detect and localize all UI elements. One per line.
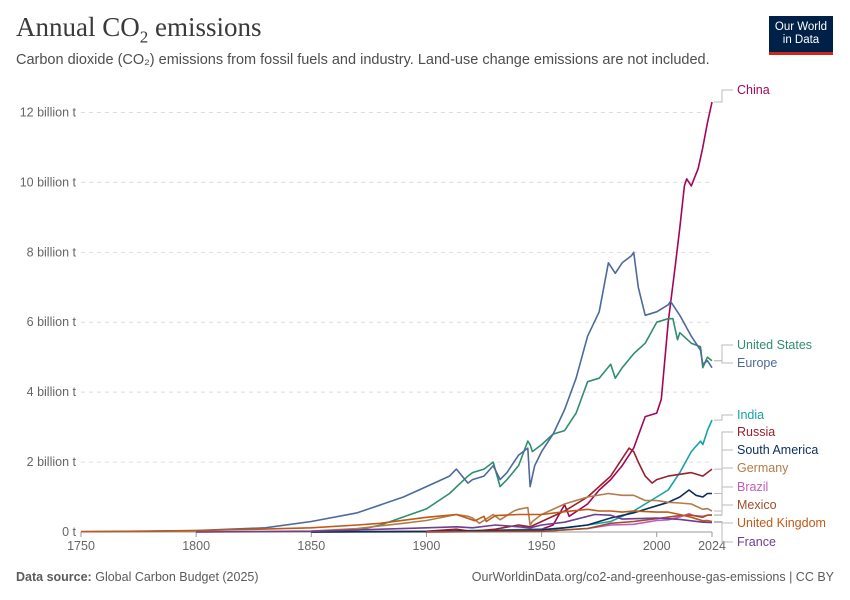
y-tick-label: 2 billion t [27, 455, 77, 469]
series-label-united-states[interactable]: United States [737, 338, 812, 352]
x-tick-label: 1950 [528, 539, 556, 553]
series-label-france[interactable]: France [737, 535, 776, 549]
series-label-china[interactable]: China [737, 83, 770, 97]
x-tick-label: 1750 [67, 539, 95, 553]
series-line-china[interactable] [426, 101, 713, 533]
data-source-value[interactable]: Global Carbon Budget (2025) [95, 570, 259, 584]
series-line-europe[interactable] [80, 251, 713, 533]
logo-line2: in Data [782, 34, 820, 46]
series-label-united-kingdom[interactable]: United Kingdom [737, 516, 826, 530]
x-tick-label: 1900 [413, 539, 441, 553]
x-tick-label: 2000 [643, 539, 671, 553]
y-tick-label: 8 billion t [27, 245, 77, 259]
series-label-europe[interactable]: Europe [737, 356, 777, 370]
chart-subtitle: Carbon dioxide (CO₂) emissions from foss… [16, 52, 710, 68]
label-leader-line [714, 431, 733, 470]
series-line-united-kingdom[interactable] [80, 508, 713, 533]
y-tick-label: 0 t [62, 525, 76, 539]
owid-logo[interactable]: Our World in Data [769, 16, 833, 55]
label-leader-line [714, 414, 733, 421]
label-leader-line [714, 360, 733, 364]
x-tick-label: 1850 [297, 539, 325, 553]
label-leader-line [714, 522, 733, 543]
label-leader-line [714, 504, 733, 516]
label-leader-line [714, 344, 733, 362]
footer-credit[interactable]: OurWorldinData.org/co2-and-greenhouse-ga… [471, 570, 834, 584]
series-label-india[interactable]: India [737, 408, 764, 422]
data-source-label: Data source: [16, 570, 92, 584]
series-label-south-america[interactable]: South America [737, 443, 818, 457]
y-tick-label: 4 billion t [27, 385, 77, 399]
series-line-france[interactable] [196, 513, 713, 533]
logo-line1: Our World [774, 21, 828, 33]
y-tick-label: 12 billion t [20, 105, 77, 119]
chart-title: Annual CO2 emissions [16, 12, 262, 47]
series-line-united-states[interactable] [311, 317, 713, 533]
label-leader-line [714, 89, 733, 103]
x-tick-label: 2024 [698, 539, 726, 553]
series-label-mexico[interactable]: Mexico [737, 498, 777, 512]
y-tick-label: 10 billion t [20, 175, 77, 189]
series-label-germany[interactable]: Germany [737, 461, 789, 475]
series-label-russia[interactable]: Russia [737, 425, 775, 439]
data-source: Data source: Global Carbon Budget (2025) [16, 570, 259, 584]
series-label-brazil[interactable]: Brazil [737, 480, 768, 494]
x-tick-label: 1800 [182, 539, 210, 553]
y-tick-label: 6 billion t [27, 315, 77, 329]
